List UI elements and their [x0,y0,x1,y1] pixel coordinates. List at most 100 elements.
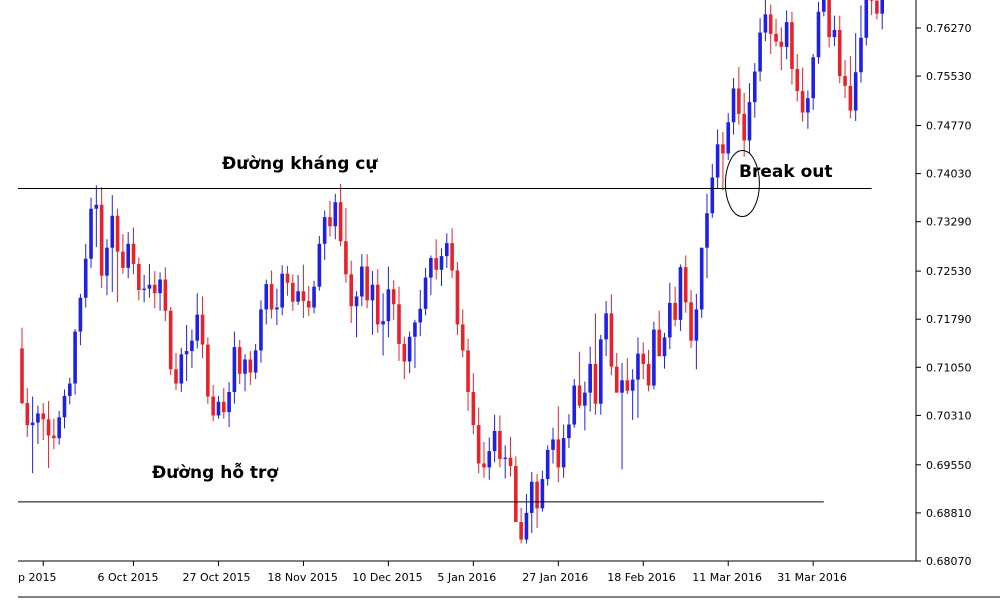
candle [551,427,555,464]
candle [646,349,651,392]
candle-body [466,350,470,392]
time-tick-label: 18 Nov 2015 [267,571,337,584]
candle [806,90,810,129]
candle-body [375,284,380,325]
candle-body [216,401,221,416]
candle [370,271,375,335]
candle [312,280,316,314]
candle [636,337,640,418]
candle-body [439,256,444,270]
candle [620,362,624,470]
candle-body [360,266,364,297]
candle-body [179,354,184,384]
candle [57,410,61,445]
candle [317,236,322,291]
candle [439,248,444,287]
candle-body [678,267,683,320]
candle-body [460,324,465,351]
price-axis: 0.76270 0.75530 0.74770 0.74030 0.73290 0.725… [916,22,972,568]
candle-body [386,289,391,322]
candle-body [864,0,869,38]
candle-body [705,213,709,248]
candle-body [827,0,831,38]
candle [211,384,215,422]
candle-body [184,351,189,355]
candle [158,272,162,311]
candle-body [758,32,762,72]
candle-body [227,392,231,413]
candle-body [62,395,67,418]
candle [747,83,752,154]
candle-body [880,0,885,14]
candle [572,379,577,428]
candle-body [291,282,295,302]
candle [253,343,258,379]
candle-body [131,243,136,264]
candle-body [668,302,672,338]
candle-body [301,291,306,301]
candle-body [322,217,327,244]
candle-body [545,449,550,480]
candle-body [859,37,863,73]
time-tick-label: 6 Oct 2015 [98,571,159,584]
candle-body [126,243,130,268]
candle [52,418,56,450]
candle [662,332,667,369]
candle-body [556,439,561,468]
candle-body [519,522,523,540]
candle-body [67,383,72,396]
candle [567,414,571,448]
candle [455,262,460,335]
candle-body [524,512,529,540]
candle-body [296,291,300,302]
candle-body [636,353,640,380]
candle-body [699,247,704,310]
candle [99,187,104,288]
price-tick-label: 0.70310 [926,409,972,422]
candle [588,346,592,412]
candle-body [354,296,359,307]
candle [418,289,423,337]
candle-body [572,385,577,425]
candle-body [721,144,725,154]
candle [94,185,99,248]
candle [365,254,369,309]
candle [386,266,391,338]
candle [737,67,741,125]
candle-body [567,424,571,439]
candle [715,129,720,189]
candle-body [397,304,401,344]
candle [683,255,688,313]
candle-body [445,243,449,257]
candle-body [391,289,396,305]
candle-body [784,22,789,47]
candle [811,54,815,110]
candle [397,286,401,361]
candle [25,388,30,437]
candle [147,263,152,298]
candle-body [243,359,247,374]
price-tick-label: 0.71050 [926,361,972,374]
candle [843,59,847,99]
candle [232,331,237,404]
candle-body [471,392,476,426]
candle-body [710,177,715,214]
candle [259,300,263,363]
candle-body [344,241,348,275]
candle-body [662,337,667,357]
candle [264,279,269,325]
candle-body [822,0,826,12]
candle-body [790,22,794,69]
candle-body [551,439,555,450]
candle-body [747,102,752,141]
candle [195,293,200,349]
breakout-label: Break out [739,162,832,182]
candle [360,254,364,307]
candle-body [774,33,778,42]
candles [20,0,885,544]
candle-body [211,396,215,416]
candle-body [333,202,338,227]
candle [78,293,83,346]
candle [593,313,598,415]
candle [545,445,550,486]
